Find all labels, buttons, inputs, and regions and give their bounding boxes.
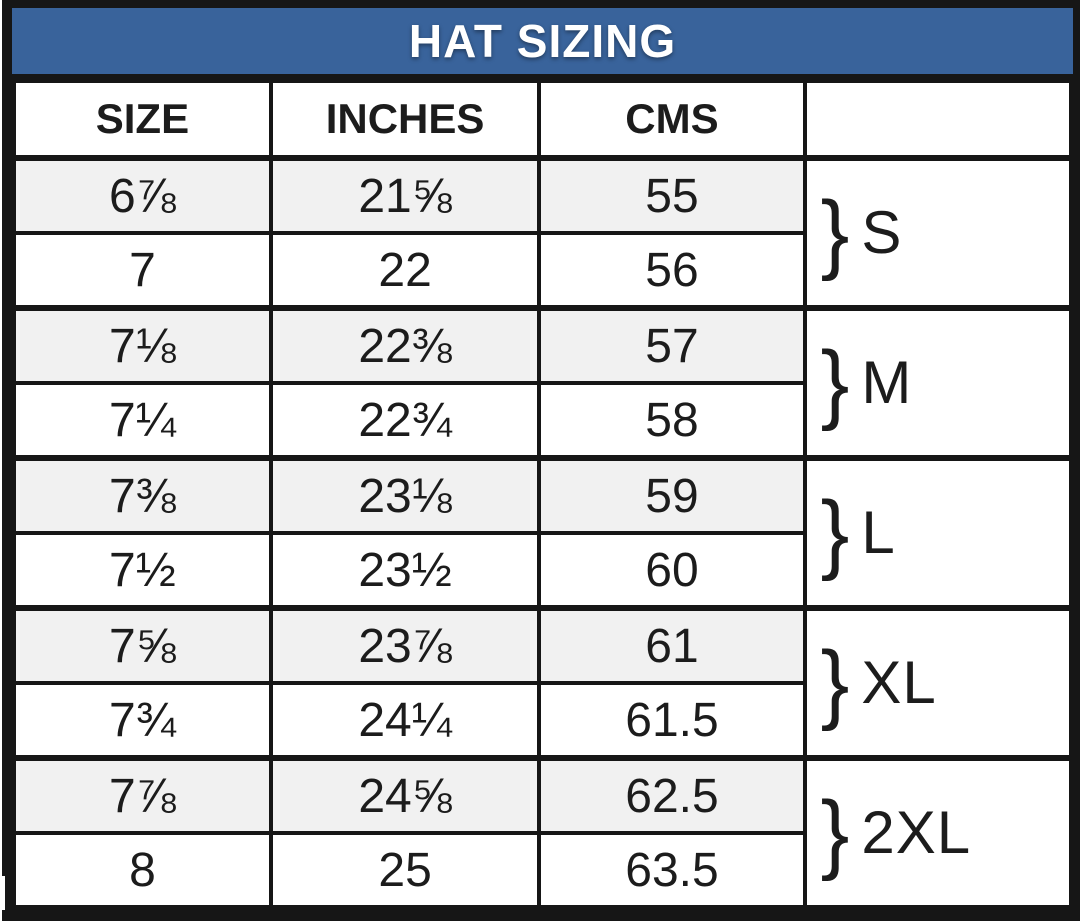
size-cell: 7: [12, 231, 273, 311]
cms-cell: 63.5: [537, 831, 807, 909]
size-table: SIZE INCHES CMS 6⅞ 21⅝ 55 } S 7 22: [12, 79, 1074, 909]
table-row: 7⅜ 23⅛ 59 } L: [12, 455, 1074, 611]
cms-cell: 61: [537, 605, 807, 686]
table-row: 7 22 56: [12, 231, 1071, 311]
cms-cell: 61.5: [537, 681, 807, 761]
size-group-content: } M: [809, 334, 1067, 433]
inches-cell: 22¾: [268, 381, 542, 461]
page-title: HAT SIZING: [408, 15, 677, 67]
size-cell: 7⅜: [12, 455, 273, 536]
size-group-label: 2XL: [861, 799, 972, 867]
inches-cell: 24¼: [268, 681, 542, 761]
size-group-cell-2xl: } 2XL: [802, 755, 1074, 909]
size-group-label: L: [861, 499, 896, 567]
title-bar: HAT SIZING: [12, 8, 1073, 79]
size-cell: 7½: [12, 531, 273, 611]
inches-cell: 22: [268, 231, 542, 311]
size-group-cell-l: } L: [802, 455, 1074, 611]
size-group-label: M: [861, 349, 913, 417]
table-row: 6⅞ 21⅝ 55 } S: [12, 154, 1074, 311]
size-group-content: } S: [809, 184, 1067, 282]
cms-cell: 56: [537, 231, 807, 311]
inches-cell: 22⅜: [268, 305, 542, 386]
size-group-cell-s: } S: [802, 154, 1074, 311]
cms-cell: 62.5: [537, 755, 807, 836]
size-cell: 6⅞: [12, 154, 273, 236]
inches-cell: 23⅛: [268, 455, 542, 536]
table-row: 7¾ 24¼ 61.5: [12, 681, 1071, 761]
cms-cell: 55: [537, 154, 807, 236]
inches-cell: 23½: [268, 531, 542, 611]
column-header-size: SIZE: [12, 79, 273, 161]
size-group-label: S: [861, 199, 903, 267]
inches-cell: 25: [268, 831, 542, 909]
size-cell: 7⅛: [12, 305, 273, 386]
inches-cell: 23⅞: [268, 605, 542, 686]
size-cell: 7⅝: [12, 605, 273, 686]
size-cell: 7¾: [12, 681, 273, 761]
size-group-content: } 2XL: [809, 784, 1067, 883]
size-group-content: } L: [809, 484, 1067, 583]
cms-cell: 58: [537, 381, 807, 461]
table-row: 8 25 63.5: [12, 831, 1071, 909]
table-row: 7⅛ 22⅜ 57 } M: [12, 305, 1074, 461]
cms-cell: 59: [537, 455, 807, 536]
size-group-label: XL: [861, 649, 937, 717]
inches-cell: 24⅝: [268, 755, 542, 836]
size-cell: 7¼: [12, 381, 273, 461]
size-group-cell-m: } M: [802, 305, 1074, 461]
scan-artifact-notch: [0, 876, 5, 910]
brace-glyph: }: [820, 334, 850, 433]
cms-cell: 57: [537, 305, 807, 386]
size-cell: 7⅞: [12, 755, 273, 836]
table-row: 7⅞ 24⅝ 62.5 } 2XL: [12, 755, 1074, 909]
table-row: 7⅝ 23⅞ 61 } XL: [12, 605, 1074, 761]
brace-glyph: }: [820, 184, 850, 282]
column-header-cms: CMS: [537, 79, 807, 161]
size-cell: 8: [12, 831, 273, 909]
inches-cell: 21⅝: [268, 154, 542, 236]
size-group-cell-xl: } XL: [802, 605, 1074, 761]
brace-glyph: }: [820, 484, 850, 583]
table-row: 7½ 23½ 60: [12, 531, 1071, 611]
table-row: 7¼ 22¾ 58: [12, 381, 1071, 461]
column-header-inches: INCHES: [268, 79, 542, 161]
brace-glyph: }: [820, 634, 850, 733]
column-header-group: [802, 79, 1074, 161]
brace-glyph: }: [820, 784, 850, 883]
size-group-content: } XL: [809, 634, 1067, 733]
cms-cell: 60: [537, 531, 807, 611]
header-row: SIZE INCHES CMS: [12, 79, 1074, 161]
